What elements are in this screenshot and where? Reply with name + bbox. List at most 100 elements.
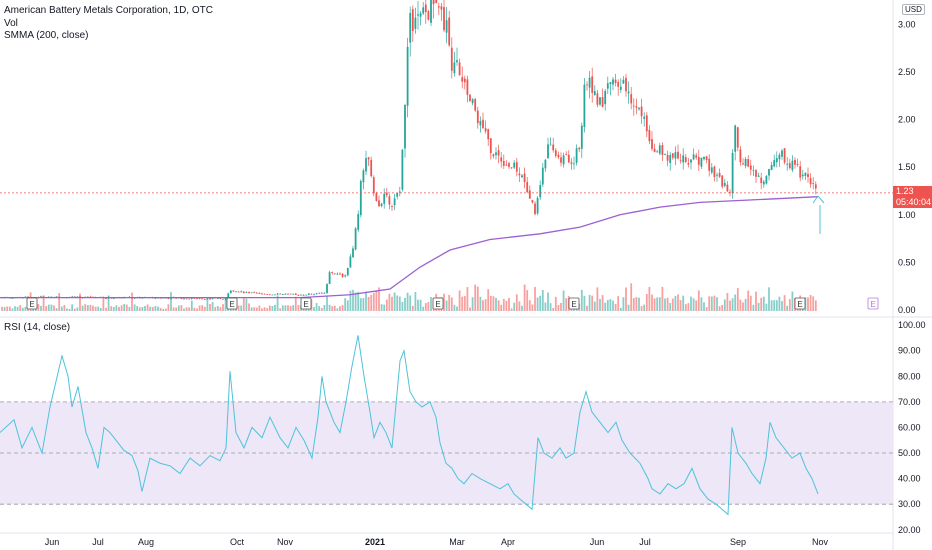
volume-bar (635, 297, 638, 311)
time-tick-label: Sep (730, 537, 746, 547)
candle-body (684, 157, 687, 162)
candle-body (276, 293, 279, 295)
volume-bar (612, 300, 614, 311)
volume-bar (632, 298, 635, 311)
volume-bar (814, 300, 817, 311)
rsi-legend[interactable]: RSI (14, close) (4, 322, 71, 333)
volume-bar (92, 305, 94, 311)
volume-bar (401, 301, 404, 311)
candle-body (365, 158, 367, 172)
volume-bar (128, 306, 131, 311)
volume-bar (721, 304, 724, 311)
volume-bar (193, 307, 196, 311)
volume-bar (149, 306, 152, 311)
volume-bar (21, 307, 24, 311)
rsi-tick-label: 90.00 (898, 346, 921, 356)
volume-bar (588, 294, 591, 311)
time-tick-label: Mar (449, 537, 465, 547)
volume-bar (344, 298, 347, 311)
volume-bar (445, 300, 448, 311)
volume-bar (427, 301, 430, 311)
volume-bar (547, 292, 549, 311)
volume-bar (370, 294, 373, 311)
volume-bar (294, 296, 297, 311)
candle-body (801, 174, 804, 177)
volume-bar (323, 305, 326, 311)
earnings-marker-box (226, 297, 238, 310)
candle-body (112, 298, 115, 300)
candle-body (547, 144, 549, 159)
volume-bar (773, 300, 776, 311)
volume-bar (409, 295, 412, 311)
candle-body (456, 60, 458, 63)
candle-body (406, 46, 409, 106)
volume-bar (331, 306, 334, 311)
candle-body (804, 172, 807, 176)
currency-badge[interactable]: USD (902, 4, 925, 15)
volume-bar (471, 297, 474, 311)
volume-bar (599, 298, 601, 311)
candle-body (515, 162, 518, 172)
volume-bar (619, 307, 622, 311)
candle-body (731, 152, 734, 194)
volume-bar (528, 300, 531, 311)
smma-legend[interactable]: SMMA (200, close) (4, 30, 89, 41)
earnings-marker-label: E (797, 300, 802, 309)
volume-bar (479, 296, 482, 311)
volume-bar (466, 287, 469, 311)
candle-body (768, 169, 770, 176)
volume-bar (791, 291, 794, 311)
volume-bar (622, 297, 625, 311)
time-tick-label: Apr (501, 537, 515, 547)
candle-body (380, 203, 383, 206)
symbol-legend[interactable]: American Battery Metals Corporation, 1D,… (4, 5, 213, 16)
candle-body (744, 158, 747, 167)
candle-body (625, 77, 627, 92)
candle-body (242, 291, 245, 294)
candle-body (372, 177, 375, 194)
candle-body (770, 164, 773, 171)
volume-bar (643, 304, 646, 311)
volume-bar (47, 304, 50, 311)
volume-bar (518, 301, 521, 311)
candle-body (710, 167, 713, 173)
candle-body (609, 82, 612, 85)
candle-body (443, 7, 445, 31)
volume-bar (289, 305, 292, 311)
candle-body (209, 298, 211, 300)
candle-body (570, 162, 573, 164)
candle-body (281, 294, 284, 295)
volume-bar (510, 308, 513, 311)
candle-body (297, 295, 300, 297)
time-tick-label: Oct (230, 537, 245, 547)
volume-bar (463, 296, 466, 311)
candle-body (237, 291, 240, 293)
candle-body (466, 79, 469, 95)
candle-body (627, 91, 630, 94)
candle-body (729, 191, 731, 193)
candle-body (526, 182, 529, 193)
candle-body (775, 158, 778, 163)
volume-bar (318, 306, 321, 311)
volume-bar (375, 291, 378, 311)
volume-bar (653, 298, 656, 311)
candle-body (222, 298, 224, 300)
candle-body (541, 167, 544, 185)
candle-body (674, 152, 677, 159)
volume-bar (484, 299, 487, 311)
volume-bar (315, 302, 318, 311)
candle-body (726, 184, 729, 192)
volume-bar (263, 307, 266, 311)
volume-legend[interactable]: Vol (4, 18, 18, 29)
candle-body (544, 159, 547, 169)
volume-bar (708, 296, 711, 311)
candle-body (505, 164, 508, 166)
candle-body (294, 293, 297, 295)
volume-bar (671, 298, 674, 311)
candle-body (370, 159, 373, 177)
candle-body (583, 84, 586, 127)
candle-body (690, 159, 692, 163)
candle-body (557, 154, 560, 158)
price-tick-label: 0.50 (898, 257, 916, 267)
